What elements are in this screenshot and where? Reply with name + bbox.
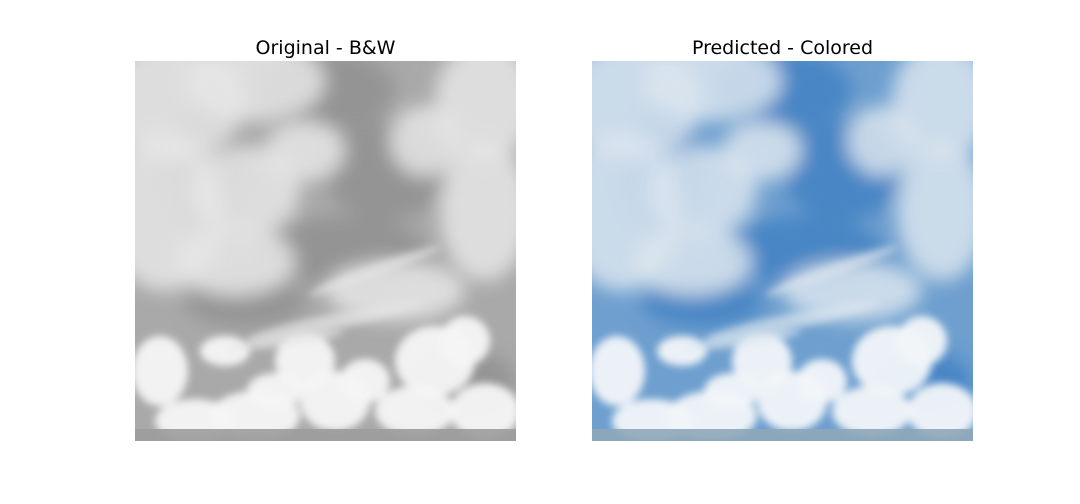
predicted-colored-image bbox=[592, 61, 973, 441]
panel-title-predicted: Predicted - Colored bbox=[691, 37, 874, 59]
predicted-colored-image-canvas bbox=[592, 61, 973, 441]
original-bw-image-canvas bbox=[135, 61, 516, 441]
original-bw-image bbox=[135, 61, 516, 441]
panel-title-original: Original - B&W bbox=[255, 37, 396, 59]
